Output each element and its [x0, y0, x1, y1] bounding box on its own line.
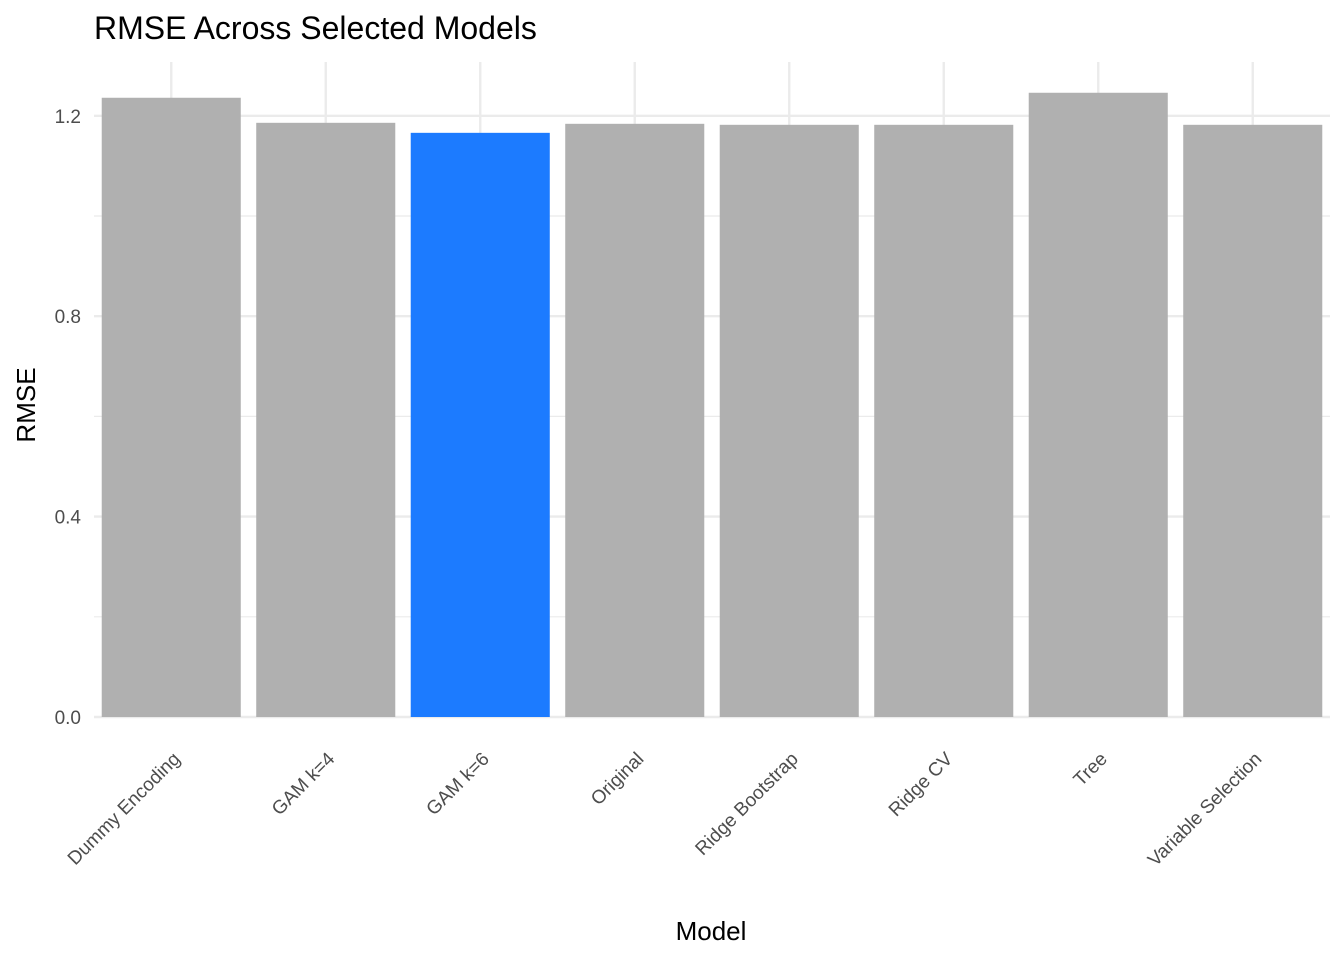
x-axis-ticks: Dummy Encoding GAM k=4 GAM k=6 Original Ridg…	[64, 748, 1266, 870]
y-tick-label: 1.2	[55, 107, 81, 128]
x-axis-label: Model	[676, 916, 747, 946]
x-tick-label: Dummy Encoding	[64, 749, 185, 870]
x-tick-label: GAM k=4	[268, 748, 340, 820]
bar	[1183, 124, 1323, 718]
bars	[101, 92, 1323, 718]
y-tick-label: 0.8	[55, 307, 81, 328]
bar	[1028, 92, 1168, 717]
bar	[256, 122, 396, 717]
bar	[874, 124, 1014, 718]
bar	[719, 124, 859, 718]
y-axis-label: RMSE	[11, 367, 41, 442]
x-tick-label: GAM k=6	[423, 749, 494, 820]
bar	[565, 123, 705, 718]
bar	[410, 132, 550, 718]
x-tick-label: Original	[587, 749, 648, 810]
x-tick-label: Tree	[1070, 749, 1112, 791]
y-tick-label: 0.0	[55, 708, 81, 729]
x-tick-label: Variable Selection	[1144, 749, 1266, 871]
x-tick-label: Ridge Bootstrap	[692, 749, 803, 860]
y-axis-ticks: 0.0 0.4 0.8 1.2	[55, 107, 82, 729]
bar	[101, 97, 241, 718]
chart-title: RMSE Across Selected Models	[94, 10, 537, 46]
x-tick-label: Ridge CV	[885, 748, 958, 821]
y-tick-label: 0.4	[55, 508, 82, 529]
